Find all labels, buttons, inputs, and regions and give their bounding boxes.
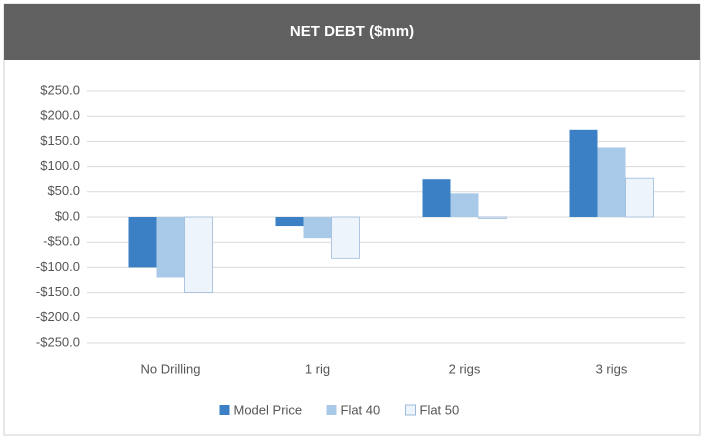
- legend-label: Model Price: [234, 402, 303, 417]
- bar: [569, 129, 598, 217]
- legend-swatch: [326, 405, 337, 415]
- x-tick-label: 2 rigs: [449, 361, 481, 376]
- bar: [128, 217, 157, 268]
- bar: [184, 216, 213, 293]
- y-tick-label: -$150.0: [36, 284, 80, 299]
- legend-swatch: [219, 405, 230, 415]
- y-tick-label: $0.0: [55, 208, 80, 223]
- x-tick-label: 3 rigs: [596, 361, 628, 376]
- x-tick-label: No Drilling: [141, 361, 201, 376]
- y-tick-label: $250.0: [40, 82, 80, 97]
- header-band: [4, 4, 700, 60]
- y-tick-label: $50.0: [47, 183, 80, 198]
- bar: [597, 147, 626, 217]
- y-tick-label: -$200.0: [36, 309, 80, 324]
- legend-swatch: [405, 404, 416, 416]
- bar: [331, 216, 360, 259]
- bar: [303, 217, 332, 239]
- legend-label: Flat 40: [341, 402, 381, 417]
- legend-label: Flat 50: [420, 402, 460, 417]
- bar: [450, 193, 479, 217]
- y-tick-label: $150.0: [40, 133, 80, 148]
- y-tick-label: -$250.0: [36, 334, 80, 349]
- bar: [275, 217, 304, 227]
- y-tick-label: -$50.0: [43, 234, 80, 249]
- y-tick-label: $200.0: [40, 108, 80, 123]
- y-tick-label: -$100.0: [36, 259, 80, 274]
- bar: [156, 217, 185, 278]
- bar: [625, 177, 654, 218]
- bar: [422, 179, 451, 217]
- y-tick-label: $100.0: [40, 158, 80, 173]
- chart-title: NET DEBT ($mm): [290, 23, 414, 40]
- x-tick-label: 1 rig: [305, 361, 330, 376]
- bar: [478, 216, 507, 219]
